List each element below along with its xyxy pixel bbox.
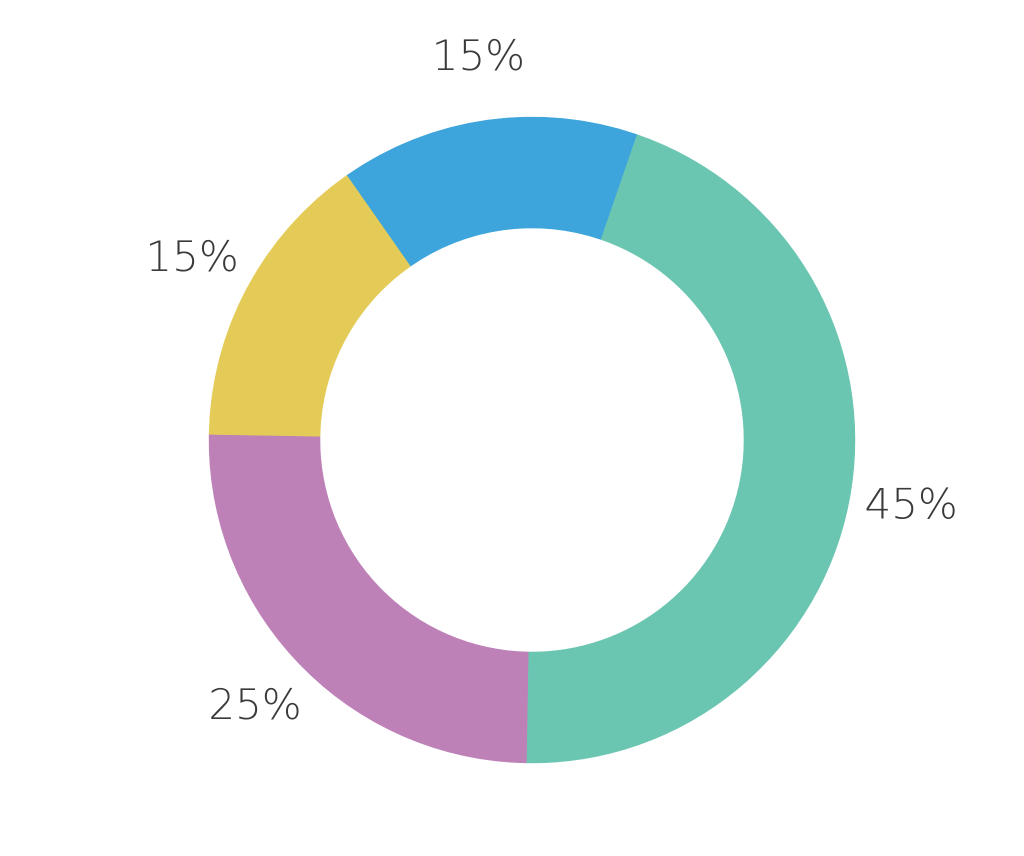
data-label: 15% <box>145 232 238 281</box>
donut-segment <box>208 175 411 437</box>
data-label: 25% <box>208 680 301 729</box>
donut-segment <box>526 134 856 764</box>
data-label: 15% <box>432 31 525 80</box>
donut-segment <box>208 434 529 764</box>
data-label: 45% <box>864 479 957 528</box>
donut-segment <box>346 116 638 267</box>
